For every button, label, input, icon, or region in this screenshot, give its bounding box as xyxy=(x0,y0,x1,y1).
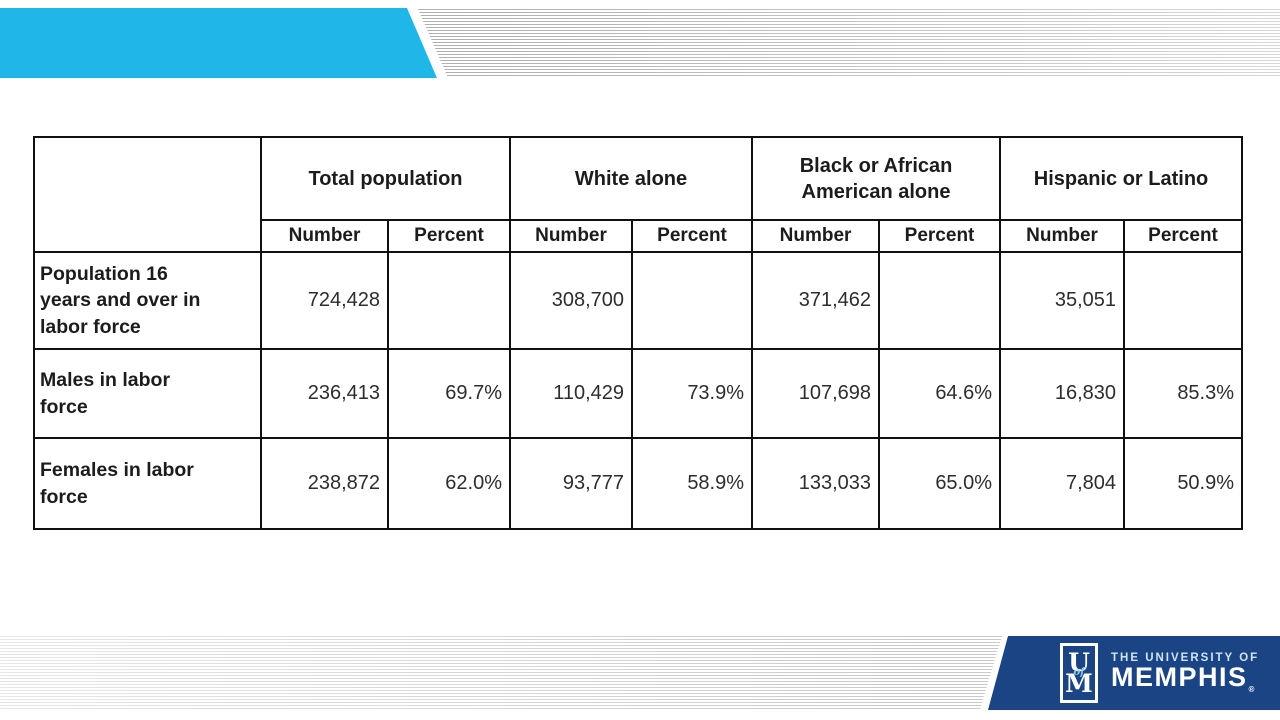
decorative-stripes-bottom xyxy=(0,636,1002,709)
university-of-memphis-logo: U of M THE UNIVERSITY OF MEMPHIS® xyxy=(988,636,1280,710)
column-group-white-alone: White alone xyxy=(509,136,754,221)
cell-total-percent xyxy=(386,251,512,350)
cell-white-number: 308,700 xyxy=(509,251,634,350)
table-row-population-16-and-over: Population 16 years and over in labor fo… xyxy=(33,251,1244,350)
column-group-total-population: Total population xyxy=(259,136,512,221)
cell-total-number: 724,428 xyxy=(260,251,389,350)
row-label: Females in labor force xyxy=(33,437,262,530)
cell-black-percent: 64.6% xyxy=(878,348,1002,439)
table-row-females-in-labor-force: Females in labor force 238,872 62.0% 93,… xyxy=(33,437,1244,530)
table-row-males-in-labor-force: Males in labor force 236,413 69.7% 110,4… xyxy=(33,348,1244,439)
uofm-monogram-icon: U of M xyxy=(1060,643,1098,703)
decorative-stripes-top xyxy=(418,9,1280,78)
cell-black-percent: 65.0% xyxy=(878,437,1002,530)
column-group-hispanic-or-latino: Hispanic or Latino xyxy=(999,136,1244,221)
monogram-letter-u: U xyxy=(1068,648,1090,677)
cell-total-number: 236,413 xyxy=(260,348,389,439)
cell-white-percent xyxy=(631,251,754,350)
cell-white-number: 93,777 xyxy=(509,437,634,530)
logo-wordmark: THE UNIVERSITY OF MEMPHIS® xyxy=(1111,652,1259,695)
cell-black-number: 107,698 xyxy=(751,348,881,439)
column-group-black-or-african-american-alone: Black or African American alone xyxy=(751,136,1002,221)
subheader-percent: Percent xyxy=(386,219,512,253)
cell-hispanic-percent: 85.3% xyxy=(1123,348,1244,439)
subheader-number: Number xyxy=(509,219,634,253)
registered-trademark-symbol: ® xyxy=(1248,685,1256,695)
cell-total-percent: 69.7% xyxy=(386,348,512,439)
cell-white-number: 110,429 xyxy=(509,348,634,439)
monogram-letter-of: of xyxy=(1073,667,1085,678)
subheader-percent: Percent xyxy=(1123,219,1244,253)
cell-black-percent xyxy=(878,251,1002,350)
row-label: Males in labor force xyxy=(33,348,262,439)
cell-hispanic-number: 7,804 xyxy=(999,437,1126,530)
table-corner-cell xyxy=(33,136,262,253)
cell-hispanic-percent xyxy=(1123,251,1244,350)
row-label: Population 16 years and over in labor fo… xyxy=(33,251,262,350)
logo-wordmark-line2: MEMPHIS® xyxy=(1111,661,1256,695)
labor-force-table: Total population White alone Black or Af… xyxy=(33,136,1244,530)
logo-wordmark-line1: THE UNIVERSITY OF xyxy=(1111,651,1260,664)
subheader-number: Number xyxy=(999,219,1126,253)
cell-white-percent: 58.9% xyxy=(631,437,754,530)
cyan-banner xyxy=(0,8,437,78)
subheader-number: Number xyxy=(260,219,389,253)
monogram-letter-m: M xyxy=(1065,669,1093,698)
university-logo-banner: U of M THE UNIVERSITY OF MEMPHIS® xyxy=(988,636,1280,710)
subheader-number: Number xyxy=(751,219,881,253)
subheader-percent: Percent xyxy=(878,219,1002,253)
subheader-percent: Percent xyxy=(631,219,754,253)
cell-hispanic-number: 35,051 xyxy=(999,251,1126,350)
cell-black-number: 371,462 xyxy=(751,251,881,350)
cell-total-number: 238,872 xyxy=(260,437,389,530)
cell-white-percent: 73.9% xyxy=(631,348,754,439)
cell-hispanic-percent: 50.9% xyxy=(1123,437,1244,530)
cell-hispanic-number: 16,830 xyxy=(999,348,1126,439)
cell-total-percent: 62.0% xyxy=(386,437,512,530)
cell-black-number: 133,033 xyxy=(751,437,881,530)
